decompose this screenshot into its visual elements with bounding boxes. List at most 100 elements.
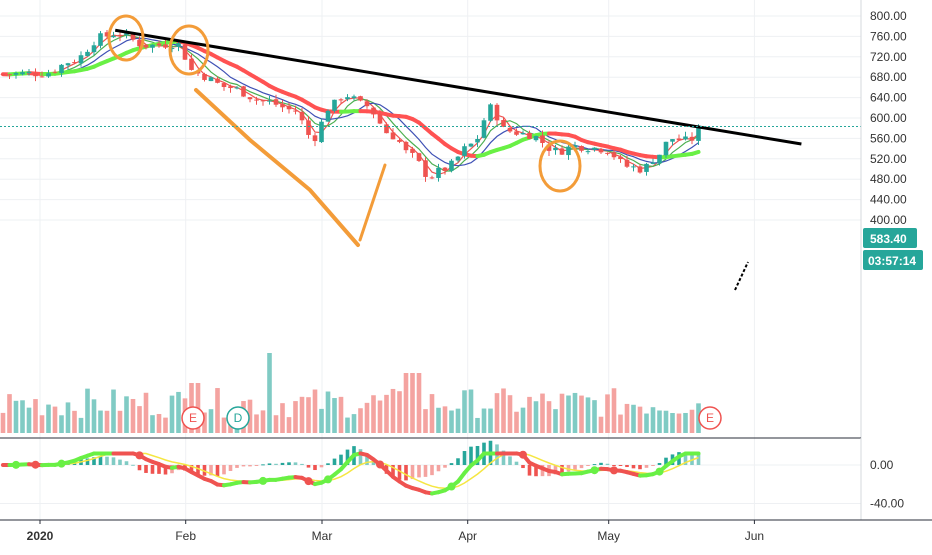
volume-bar bbox=[651, 407, 656, 433]
oscillator-cross-dot bbox=[448, 483, 456, 491]
candle-body bbox=[339, 99, 344, 100]
oscillator-histogram-bar bbox=[625, 465, 629, 467]
candle-body bbox=[345, 97, 350, 99]
candle-body bbox=[443, 168, 448, 171]
candle-body bbox=[79, 55, 84, 63]
oscillator-histogram-bar bbox=[261, 464, 265, 465]
candle-body bbox=[228, 86, 233, 88]
volume-bar bbox=[131, 399, 136, 433]
price-tick-label: 400.00 bbox=[870, 213, 907, 227]
volume-bar bbox=[352, 414, 357, 433]
volume-bar bbox=[222, 418, 227, 433]
countdown-tag: 03:57:14 bbox=[863, 250, 923, 270]
volume-bar bbox=[254, 414, 259, 433]
volume-bar bbox=[27, 408, 32, 433]
price-grid bbox=[0, 0, 861, 520]
candle-body bbox=[66, 63, 71, 65]
volume-bar bbox=[170, 396, 175, 433]
oscillator-histogram-bar bbox=[651, 465, 655, 466]
oscillator-cross-dot bbox=[259, 477, 267, 485]
candle-body bbox=[521, 133, 526, 134]
oscillator-histogram-bar bbox=[515, 462, 519, 465]
candle-body bbox=[566, 147, 571, 156]
oscillator-histogram-bar bbox=[339, 455, 343, 465]
candle-body bbox=[202, 74, 207, 80]
candle-body bbox=[176, 43, 181, 47]
volume-bar bbox=[14, 401, 19, 433]
oscillator-histogram-bar bbox=[619, 465, 623, 466]
volume-bar bbox=[150, 415, 155, 433]
oscillator-histogram-bar bbox=[456, 458, 460, 465]
candle-body bbox=[456, 157, 461, 161]
drawn-arrow bbox=[735, 262, 748, 290]
oscillator-cross-dot bbox=[519, 451, 527, 459]
candle-body bbox=[306, 120, 311, 134]
price-tick-label: 680.00 bbox=[870, 70, 907, 84]
volume-bar bbox=[631, 405, 636, 433]
candle-body bbox=[683, 136, 688, 139]
volume-bar bbox=[79, 418, 84, 433]
candle-body bbox=[209, 77, 214, 81]
volume-bar bbox=[72, 411, 77, 433]
drawn-orange-line bbox=[360, 165, 385, 240]
moving-averages bbox=[3, 35, 699, 175]
candle-body bbox=[287, 106, 292, 109]
volume-bar bbox=[566, 395, 571, 433]
event-marker-label: E bbox=[706, 411, 714, 425]
candle-body bbox=[33, 73, 38, 76]
candle-body bbox=[384, 124, 389, 133]
candle-body bbox=[462, 146, 467, 156]
candle-body bbox=[59, 65, 64, 73]
candle-body bbox=[248, 97, 253, 99]
oscillator-histogram-bar bbox=[118, 460, 122, 465]
volume-bar bbox=[625, 404, 630, 433]
candle-body bbox=[423, 160, 428, 177]
volume-bar bbox=[326, 392, 331, 433]
volume-bar bbox=[553, 409, 558, 433]
oscillator-histogram-bar bbox=[333, 459, 337, 465]
volume-bar bbox=[209, 409, 214, 433]
oscillator-tick-label: 0.00 bbox=[870, 458, 894, 472]
candle-body bbox=[111, 36, 116, 38]
volume-bar bbox=[332, 398, 337, 433]
oscillator-histogram-bar bbox=[437, 465, 441, 471]
candle-body bbox=[527, 133, 532, 139]
candle-body bbox=[1, 74, 6, 75]
candle-body bbox=[254, 100, 259, 101]
volume-bar bbox=[391, 389, 396, 433]
volume-bar bbox=[443, 406, 448, 433]
candle-body bbox=[118, 35, 123, 36]
volume-bar bbox=[423, 409, 428, 433]
volume-bar bbox=[215, 388, 220, 433]
candle-body bbox=[157, 44, 162, 46]
candle-body bbox=[144, 45, 149, 48]
oscillator-histogram-bar bbox=[151, 465, 155, 474]
candle-body bbox=[664, 142, 669, 155]
time-tick-label: May bbox=[597, 529, 620, 543]
volume-bar bbox=[456, 409, 461, 433]
candle-body bbox=[280, 104, 285, 107]
volume-bar bbox=[261, 410, 266, 433]
candle-body bbox=[404, 142, 409, 150]
volume-bar bbox=[98, 411, 103, 433]
volume-bar bbox=[514, 412, 519, 433]
volume-bar bbox=[644, 414, 649, 433]
candle-body bbox=[371, 108, 376, 115]
candle-body bbox=[98, 33, 103, 46]
time-tick-label: Apr bbox=[458, 529, 477, 543]
volume-bar bbox=[430, 394, 435, 433]
volume-bar bbox=[664, 411, 669, 433]
volume-bar bbox=[605, 394, 610, 433]
oscillator-histogram-bar bbox=[645, 465, 649, 468]
oscillator-cross-dot bbox=[591, 466, 599, 474]
last-price-label: 583.40 bbox=[870, 232, 907, 246]
candle-body bbox=[469, 144, 474, 147]
price-tick-label: 640.00 bbox=[870, 91, 907, 105]
long-moving-average-segment bbox=[692, 152, 699, 154]
oscillator-histogram-bar bbox=[216, 465, 220, 476]
candle-body bbox=[579, 146, 584, 151]
oscillator-cross-dot bbox=[32, 461, 40, 469]
candle-body bbox=[183, 45, 188, 60]
